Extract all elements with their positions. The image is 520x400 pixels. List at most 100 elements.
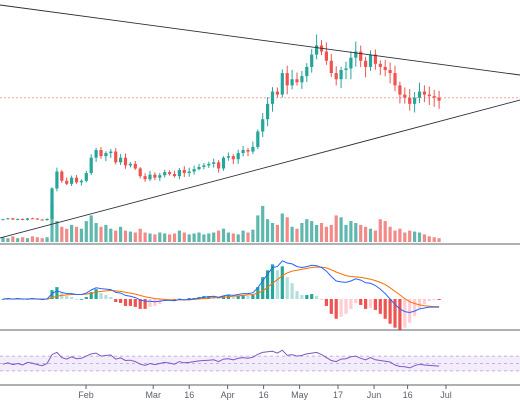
- candle[interactable]: [79, 179, 83, 186]
- candle[interactable]: [104, 151, 108, 162]
- candle[interactable]: [221, 156, 226, 171]
- candle[interactable]: [251, 141, 255, 155]
- candle[interactable]: [241, 146, 245, 157]
- candle[interactable]: [163, 169, 167, 178]
- candle[interactable]: [217, 160, 221, 173]
- candle[interactable]: [378, 60, 382, 76]
- candle[interactable]: [275, 87, 279, 98]
- candle[interactable]: [40, 218, 44, 221]
- rsi-pane[interactable]: [0, 349, 520, 372]
- candle[interactable]: [187, 167, 191, 177]
- candle[interactable]: [261, 113, 265, 137]
- candle[interactable]: [6, 218, 10, 220]
- candle[interactable]: [398, 81, 402, 104]
- candle[interactable]: [359, 45, 363, 68]
- candle[interactable]: [197, 163, 201, 171]
- candle[interactable]: [310, 49, 314, 73]
- candle[interactable]: [280, 69, 284, 98]
- candle[interactable]: [192, 165, 196, 175]
- candle[interactable]: [231, 154, 235, 165]
- candle[interactable]: [300, 70, 304, 89]
- candle[interactable]: [55, 167, 59, 192]
- candle[interactable]: [212, 158, 216, 168]
- candle[interactable]: [11, 217, 15, 221]
- volume-bar: [197, 232, 201, 242]
- candle[interactable]: [70, 175, 74, 187]
- candle[interactable]: [413, 92, 417, 113]
- candle[interactable]: [177, 167, 181, 180]
- candle[interactable]: [128, 162, 132, 168]
- candle[interactable]: [285, 65, 289, 95]
- candle[interactable]: [354, 41, 358, 67]
- candle[interactable]: [270, 87, 275, 112]
- candle[interactable]: [226, 152, 230, 161]
- candle[interactable]: [133, 161, 137, 170]
- candle[interactable]: [123, 153, 128, 169]
- candle[interactable]: [373, 49, 377, 70]
- candle[interactable]: [368, 50, 373, 71]
- candle[interactable]: [437, 90, 441, 109]
- candle[interactable]: [84, 170, 88, 183]
- candle[interactable]: [427, 86, 431, 105]
- candle[interactable]: [339, 66, 343, 88]
- candle[interactable]: [138, 167, 142, 179]
- volume-bar: [334, 215, 338, 242]
- candle[interactable]: [432, 89, 436, 107]
- candle[interactable]: [290, 69, 294, 90]
- candle[interactable]: [109, 149, 113, 159]
- candle[interactable]: [74, 174, 79, 184]
- candle[interactable]: [119, 154, 123, 166]
- candle[interactable]: [383, 60, 387, 77]
- candle[interactable]: [207, 161, 211, 168]
- time-axis[interactable]: Feb Mar 16 Apr 16 May 17 Jun 16 Jul: [78, 385, 452, 400]
- candle[interactable]: [334, 66, 338, 86]
- candle[interactable]: [89, 154, 93, 176]
- candle[interactable]: [45, 218, 49, 221]
- candle[interactable]: [403, 87, 407, 104]
- candle[interactable]: [324, 42, 328, 65]
- candle[interactable]: [417, 82, 422, 104]
- candle[interactable]: [60, 170, 64, 183]
- candle[interactable]: [148, 170, 152, 182]
- candle[interactable]: [408, 89, 412, 111]
- candle[interactable]: [349, 51, 353, 80]
- candle[interactable]: [16, 218, 20, 221]
- candle[interactable]: [94, 147, 98, 162]
- candle[interactable]: [236, 149, 240, 164]
- macd-histogram-bar: [236, 296, 240, 299]
- candle[interactable]: [393, 65, 397, 92]
- candle[interactable]: [202, 163, 206, 170]
- candle[interactable]: [143, 173, 147, 182]
- candle[interactable]: [21, 218, 25, 221]
- candle[interactable]: [25, 217, 30, 221]
- candle[interactable]: [388, 62, 392, 84]
- candle[interactable]: [1, 218, 5, 221]
- candle[interactable]: [65, 177, 69, 186]
- macd-pane[interactable]: [1, 260, 441, 330]
- candle[interactable]: [168, 170, 172, 176]
- candle[interactable]: [266, 97, 270, 127]
- price-pane[interactable]: [0, 4, 520, 242]
- candle[interactable]: [305, 63, 309, 82]
- candle[interactable]: [246, 147, 250, 157]
- candle[interactable]: [295, 72, 299, 86]
- candle[interactable]: [329, 53, 333, 78]
- lower-trendline[interactable]: [0, 99, 520, 239]
- candle[interactable]: [114, 148, 118, 165]
- candle-body: [94, 150, 98, 158]
- candle[interactable]: [35, 218, 39, 220]
- candle[interactable]: [99, 146, 103, 159]
- candle[interactable]: [50, 187, 54, 220]
- candle[interactable]: [315, 34, 319, 60]
- candle[interactable]: [153, 172, 157, 181]
- candle[interactable]: [364, 56, 368, 78]
- upper-trendline[interactable]: [0, 4, 520, 76]
- candle[interactable]: [172, 170, 177, 178]
- candle[interactable]: [158, 172, 162, 181]
- candle[interactable]: [422, 85, 426, 103]
- candle[interactable]: [256, 129, 260, 150]
- candle[interactable]: [182, 166, 186, 177]
- candle[interactable]: [30, 217, 34, 220]
- candle[interactable]: [344, 61, 348, 80]
